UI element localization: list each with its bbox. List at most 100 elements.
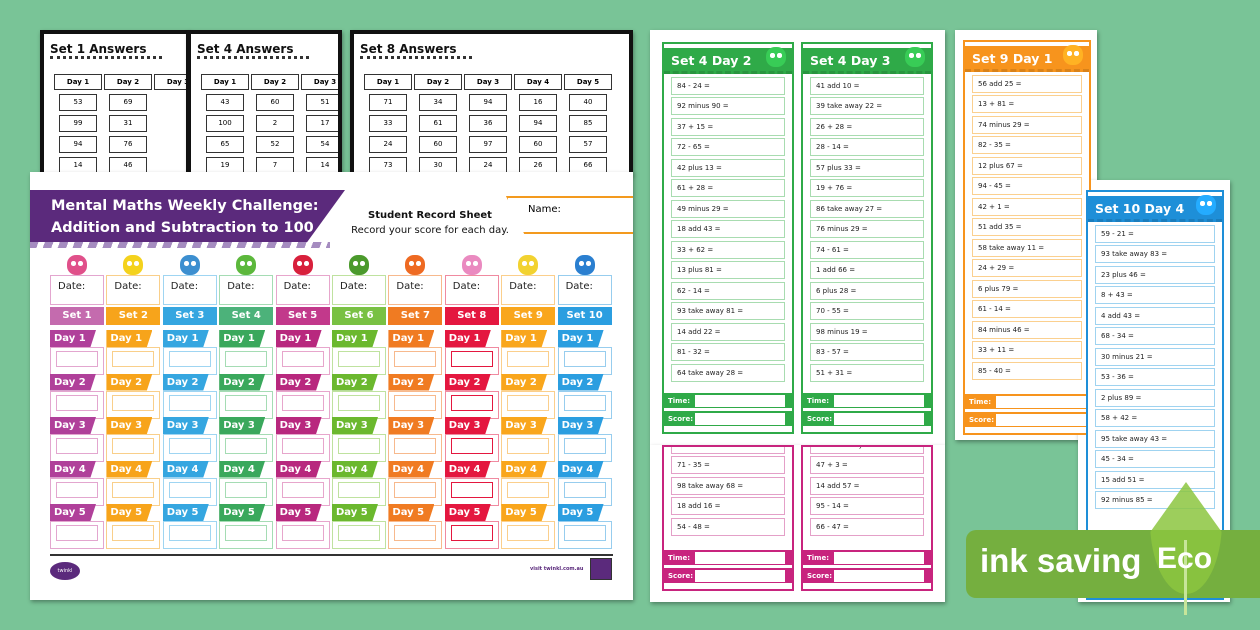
score-box[interactable] — [50, 434, 104, 462]
score-box[interactable] — [444, 390, 499, 419]
score-box[interactable] — [50, 521, 104, 549]
question-row[interactable]: 49 minus 29 = — [671, 199, 785, 218]
score-field[interactable] — [996, 413, 1086, 426]
question-row[interactable]: 92 minus 85 = — [1095, 491, 1215, 509]
question-row[interactable]: 33 + 62 = — [671, 240, 785, 259]
score-box[interactable] — [501, 434, 556, 462]
question-row[interactable]: 13 plus 81 = — [671, 261, 785, 279]
score-box[interactable] — [501, 477, 556, 506]
time-field[interactable] — [996, 395, 1086, 408]
question-row[interactable]: 98 minus 19 = — [810, 322, 924, 341]
date-field[interactable]: Date: — [557, 275, 612, 305]
question-row[interactable]: 57 plus 33 = — [810, 158, 924, 177]
question-row[interactable]: 95 - 14 = — [810, 497, 924, 515]
question-row[interactable]: 6 plus 79 = — [972, 279, 1082, 298]
question-row[interactable]: 74 - 61 = — [810, 240, 924, 259]
question-row[interactable]: 83 - 57 = — [810, 343, 924, 361]
date-field[interactable]: Date: — [332, 275, 386, 305]
score-box[interactable] — [501, 347, 556, 375]
question-row[interactable]: 92 minus 90 = — [671, 97, 785, 115]
question-row[interactable]: 66 - 47 = — [810, 517, 924, 536]
score-field[interactable] — [834, 569, 924, 582]
score-field[interactable] — [695, 569, 785, 582]
question-row[interactable]: 54 - 48 = — [671, 517, 785, 536]
score-box[interactable] — [388, 434, 443, 462]
score-box[interactable] — [162, 347, 217, 375]
score-box[interactable] — [106, 477, 161, 506]
question-row[interactable]: 14 add 57 = — [810, 476, 924, 495]
score-box[interactable] — [162, 521, 217, 549]
question-row[interactable]: 33 + 11 = — [972, 341, 1082, 359]
question-row[interactable]: 58 + 42 = — [1095, 409, 1215, 427]
date-field[interactable]: Date: — [50, 275, 104, 305]
score-box[interactable] — [388, 521, 443, 549]
date-field[interactable]: Date: — [501, 275, 556, 305]
question-row[interactable]: 23 plus 46 = — [1095, 265, 1215, 284]
question-row[interactable]: 53 - 36 = — [1095, 368, 1215, 386]
score-box[interactable] — [219, 390, 274, 419]
question-row[interactable]: 76 minus 29 = — [810, 220, 924, 238]
question-row[interactable]: 68 - 34 = — [1095, 327, 1215, 345]
question-row[interactable]: 18 add 43 = — [671, 220, 785, 238]
score-box[interactable] — [557, 477, 612, 506]
question-row[interactable]: 85 - 40 = — [972, 361, 1082, 380]
question-row[interactable]: 39 take away 22 = — [810, 97, 924, 115]
time-field[interactable] — [834, 551, 924, 564]
question-row[interactable]: 81 - 32 = — [671, 343, 785, 361]
question-row[interactable]: 8 + 43 = — [1095, 286, 1215, 304]
question-row[interactable]: 24 + 46 = — [671, 447, 785, 454]
question-row[interactable]: 94 - 45 = — [972, 177, 1082, 195]
score-box[interactable] — [444, 434, 499, 462]
score-box[interactable] — [162, 390, 217, 419]
score-box[interactable] — [219, 434, 274, 462]
score-box[interactable] — [388, 347, 443, 375]
date-field[interactable]: Date: — [388, 275, 443, 305]
score-box[interactable] — [162, 477, 217, 506]
question-row[interactable]: 46 take away 61 = — [810, 447, 924, 454]
score-box[interactable] — [50, 347, 104, 375]
question-row[interactable]: 98 take away 68 = — [671, 476, 785, 495]
question-row[interactable]: 18 add 16 = — [671, 497, 785, 515]
score-box[interactable] — [501, 390, 556, 419]
score-box[interactable] — [275, 390, 330, 419]
question-row[interactable]: 74 minus 29 = — [972, 115, 1082, 134]
date-field[interactable]: Date: — [444, 275, 499, 305]
question-row[interactable]: 93 take away 81 = — [671, 302, 785, 320]
question-row[interactable]: 72 - 65 = — [671, 138, 785, 156]
question-row[interactable]: 95 take away 43 = — [1095, 429, 1215, 448]
question-row[interactable]: 14 add 22 = — [671, 322, 785, 341]
question-row[interactable]: 28 - 14 = — [810, 138, 924, 156]
question-row[interactable]: 47 + 3 = — [810, 456, 924, 474]
score-box[interactable] — [332, 434, 386, 462]
question-row[interactable]: 1 add 66 = — [810, 261, 924, 279]
score-box[interactable] — [444, 521, 499, 549]
date-field[interactable]: Date: — [106, 275, 161, 305]
question-row[interactable]: 41 add 10 = — [810, 76, 924, 95]
question-row[interactable]: 51 add 35 = — [972, 218, 1082, 236]
date-field[interactable]: Date: — [275, 275, 330, 305]
time-field[interactable] — [695, 394, 785, 407]
score-box[interactable] — [557, 521, 612, 549]
score-box[interactable] — [388, 390, 443, 419]
score-box[interactable] — [275, 347, 330, 375]
question-row[interactable]: 13 + 81 = — [972, 95, 1082, 113]
question-row[interactable]: 61 - 14 = — [972, 300, 1082, 318]
question-row[interactable]: 82 - 35 = — [972, 136, 1082, 154]
score-box[interactable] — [219, 477, 274, 506]
score-box[interactable] — [106, 434, 161, 462]
score-box[interactable] — [219, 347, 274, 375]
question-row[interactable]: 4 add 43 = — [1095, 306, 1215, 325]
question-row[interactable]: 30 minus 21 = — [1095, 347, 1215, 366]
score-box[interactable] — [444, 477, 499, 506]
score-box[interactable] — [332, 390, 386, 419]
question-row[interactable]: 84 - 24 = — [671, 76, 785, 95]
question-row[interactable]: 56 add 25 = — [972, 74, 1082, 93]
score-box[interactable] — [50, 390, 104, 419]
score-field[interactable] — [695, 412, 785, 425]
question-row[interactable]: 62 - 14 = — [671, 281, 785, 300]
question-row[interactable]: 84 minus 46 = — [972, 320, 1082, 339]
score-box[interactable] — [332, 347, 386, 375]
question-row[interactable]: 6 plus 28 = — [810, 281, 924, 300]
question-row[interactable]: 58 take away 11 = — [972, 238, 1082, 257]
score-box[interactable] — [557, 434, 612, 462]
